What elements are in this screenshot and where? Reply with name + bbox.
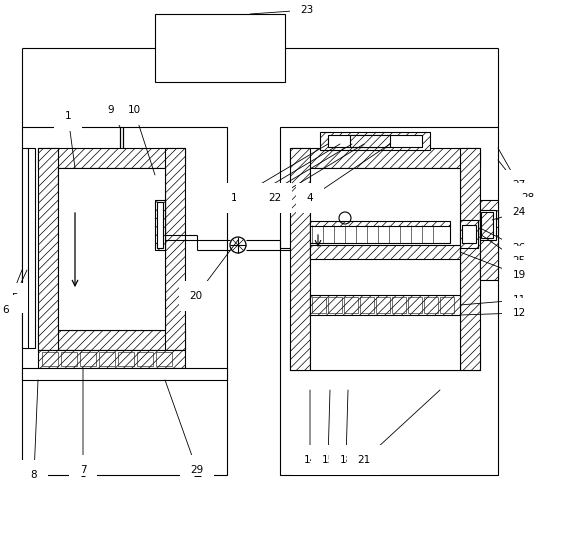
Text: 9: 9 [108,105,114,115]
Bar [328,297,342,313]
Text: 19: 19 [512,270,526,280]
Text: 18: 18 [339,455,353,465]
Bar [280,127,498,475]
Bar [328,135,422,147]
Bar [440,297,454,313]
Bar [312,297,326,313]
Bar [360,297,374,313]
Text: 22: 22 [268,193,282,203]
Bar [38,330,185,350]
Text: 14: 14 [304,455,317,465]
Text: 2: 2 [247,193,253,203]
Bar [118,352,134,366]
Bar [310,168,460,370]
Text: 8: 8 [31,470,38,480]
Bar [462,225,476,243]
Bar [310,225,450,243]
Bar [165,148,185,350]
Text: 13: 13 [230,193,243,203]
Bar [310,221,450,226]
Text: 24: 24 [512,207,526,217]
Text: 4: 4 [307,193,313,203]
Bar [99,352,115,366]
Bar [58,168,165,330]
Bar [38,148,58,350]
Text: 11: 11 [512,295,526,305]
Text: 15: 15 [321,455,335,465]
Bar [61,352,77,366]
Text: 25: 25 [512,256,526,266]
Bar [155,200,165,250]
Text: 6: 6 [3,305,9,315]
Bar [320,132,430,150]
Bar [22,148,28,348]
Bar [290,148,480,168]
Text: 28: 28 [522,193,535,203]
Text: 29: 29 [190,465,204,475]
Bar [38,350,185,368]
Bar [38,148,185,168]
Bar [480,200,498,280]
Bar [137,352,153,366]
Bar [22,127,227,475]
Bar [424,297,438,313]
Text: 10: 10 [128,105,141,115]
Bar [460,220,478,248]
Bar [408,297,422,313]
Text: 21: 21 [357,455,370,465]
Text: 7: 7 [80,465,87,475]
Bar [480,210,496,240]
Text: 27: 27 [512,180,526,190]
Bar [392,297,406,313]
Bar [344,297,358,313]
Text: 26: 26 [512,243,526,253]
Text: 3: 3 [258,193,264,203]
Bar [310,295,460,315]
Text: 23: 23 [301,5,314,15]
Text: 20: 20 [189,291,203,301]
Text: 1: 1 [65,111,72,121]
Bar [290,350,480,370]
Bar [42,352,58,366]
Bar [376,297,390,313]
Text: 5: 5 [11,293,17,303]
Bar [27,148,35,348]
Bar [22,368,227,380]
Text: 12: 12 [512,308,526,318]
Bar [310,245,460,259]
Bar [80,352,96,366]
Bar [290,148,310,370]
Bar [460,148,480,370]
Bar [156,352,172,366]
Bar [155,14,285,82]
Bar [481,212,493,238]
Bar [157,202,163,248]
Bar [350,135,390,147]
